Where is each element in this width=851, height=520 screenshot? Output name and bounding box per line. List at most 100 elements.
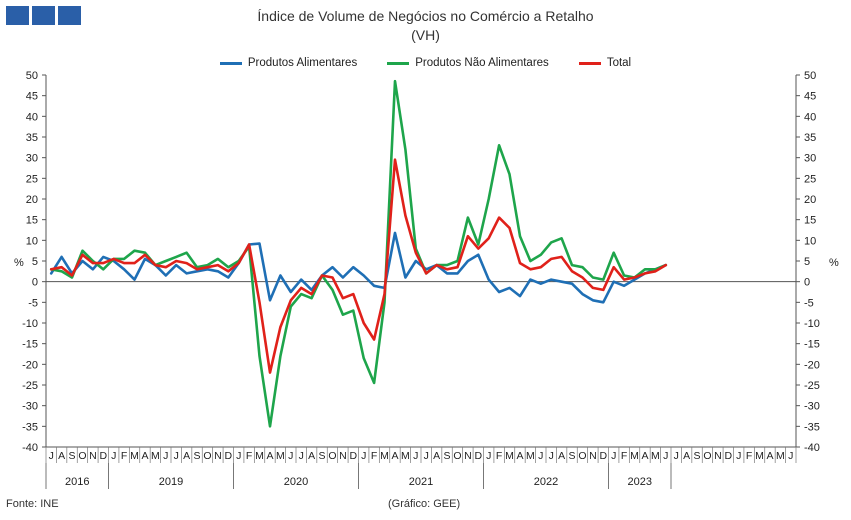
month-label: J [424,450,429,462]
legend-item-produtos-alimentares: Produtos Alimentares [219,57,358,69]
month-label: S [694,450,701,462]
month-label: J [174,450,179,462]
month-label: A [641,450,648,462]
legend-label: Total [606,57,632,69]
chart-title: Índice de Volume de Negócios no Comércio… [257,8,594,24]
series-line-produtos-alimentares [49,231,668,304]
legend-label: Produtos Alimentares [247,57,358,69]
y-tick-label-right: 15 [804,215,816,227]
month-label: A [516,450,523,462]
month-label: N [89,450,97,462]
month-label: J [538,450,543,462]
month-label: S [319,450,326,462]
month-label: S [444,450,451,462]
month-label: F [621,450,627,462]
year-label: 2019 [159,476,183,488]
month-label: M [255,450,264,462]
month-label: M [130,450,139,462]
month-label: O [78,450,86,462]
year-label: 2023 [628,476,652,488]
brand-logo [6,6,81,25]
legend-swatch [219,61,242,65]
month-label: A [766,450,773,462]
y-tick-label-left: -25 [22,380,38,392]
y-tick-label-left: 35 [26,132,38,144]
month-label: J [486,450,491,462]
source-note: Fonte: INE [6,498,59,510]
y-tick-label-right: 25 [804,173,816,185]
month-label: D [99,450,107,462]
month-label: D [224,450,232,462]
month-label: M [630,450,639,462]
y-tick-label-right: 10 [804,235,816,247]
y-tick-label-right: -20 [804,359,820,371]
month-label: M [151,450,160,462]
month-label: M [651,450,660,462]
month-label: J [413,450,418,462]
y-tick-label-left: -20 [22,359,38,371]
y-tick-label-left: 45 [26,91,38,103]
y-tick-label-left: 15 [26,215,38,227]
legend-swatch [578,61,601,65]
month-label: S [194,450,201,462]
y-tick-label-right: -15 [804,339,820,351]
legend-label: Produtos Não Alimentares [415,57,549,69]
month-label: J [299,450,304,462]
y-unit-left: % [14,257,24,269]
month-label: J [361,450,366,462]
y-tick-label-right: 50 [804,70,816,82]
year-label: 2022 [534,476,558,488]
y-tick-label-left: 25 [26,173,38,185]
series-line-produtos-n-o-alimentares [49,79,668,428]
y-tick-label-left: 20 [26,194,38,206]
month-label: D [474,450,482,462]
y-tick-label-left: 50 [26,70,38,82]
month-label: F [371,450,377,462]
month-label: M [776,450,785,462]
month-label: A [433,450,440,462]
month-label: J [736,450,741,462]
month-label: M [755,450,764,462]
y-tick-label-left: -15 [22,339,38,351]
y-tick-label-right: -25 [804,380,820,392]
month-label: J [288,450,293,462]
month-label: J [111,450,116,462]
month-label: M [526,450,535,462]
month-label: O [328,450,336,462]
y-tick-label-right: 30 [804,153,816,165]
month-label: S [69,450,76,462]
month-label: A [558,450,565,462]
month-label: J [49,450,54,462]
credit-note: (Gráfico: GEE) [388,498,461,510]
y-tick-label-left: -5 [28,297,38,309]
month-label: A [683,450,690,462]
month-label: J [788,450,793,462]
month-label: O [703,450,711,462]
month-label: M [505,450,514,462]
month-label: F [496,450,502,462]
month-label: S [569,450,576,462]
month-label: F [246,450,252,462]
y-unit-right: % [829,257,839,269]
month-label: J [611,450,616,462]
y-tick-label-right: 5 [804,256,810,268]
month-label: A [391,450,398,462]
y-tick-label-right: -10 [804,318,820,330]
year-label: 2016 [65,476,89,488]
y-tick-label-left: -35 [22,421,38,433]
legend-item-produtos-nao-alimentares: Produtos Não Alimentares [387,57,549,69]
y-tick-label-left: 40 [26,111,38,123]
y-tick-label-right: 20 [804,194,816,206]
month-label: J [236,450,241,462]
month-label: J [163,450,168,462]
month-label: D [349,450,357,462]
month-label: J [674,450,679,462]
year-label: 2020 [284,476,308,488]
y-tick-label-right: 0 [804,277,810,289]
y-tick-label-left: 5 [32,256,38,268]
month-label: J [663,450,668,462]
month-label: J [549,450,554,462]
y-tick-label-right: 40 [804,111,816,123]
y-tick-label-left: 30 [26,153,38,165]
month-label: M [380,450,389,462]
